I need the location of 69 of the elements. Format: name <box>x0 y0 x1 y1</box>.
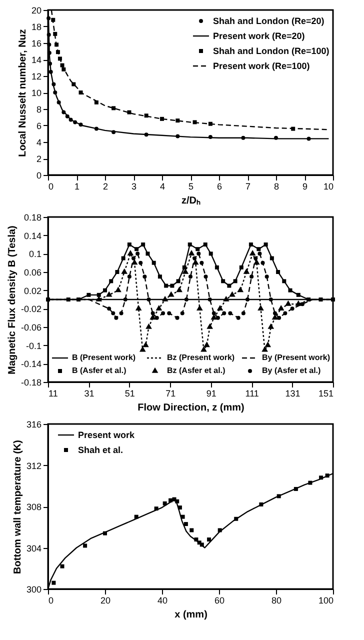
y-tick-label: 308 <box>26 502 42 512</box>
x-tick-label: 9 <box>302 182 308 192</box>
y-tick-label: 300 <box>26 584 42 594</box>
legend-label: Shah et al. <box>78 445 124 455</box>
x-tick-label: 6 <box>216 182 222 192</box>
legend-label: Present work (Re=100) <box>213 61 310 71</box>
y-tick-label: 312 <box>26 460 42 471</box>
legend-label: Shah and London (Re=100) <box>213 46 330 56</box>
y-tick-label: 0.1 <box>28 249 42 260</box>
x-tick-label: 51 <box>124 388 135 398</box>
x-tick-label: 3 <box>131 182 137 192</box>
legend-label: Present work <box>78 430 136 440</box>
x-tick-label: 10 <box>323 182 334 192</box>
legend-label: Bz (Asfer et al.) <box>167 366 226 375</box>
legend-label: Present work (Re=20) <box>213 31 305 41</box>
x-tick-label: 60 <box>214 596 225 606</box>
x-tick-label: 100 <box>318 596 334 606</box>
y-tick-label: -0.18 <box>20 378 42 388</box>
x-tick-label: 71 <box>166 388 176 398</box>
x-tick-label: 131 <box>285 388 300 398</box>
x-tick-label: 40 <box>157 596 168 606</box>
y-tick-label: 304 <box>26 543 42 554</box>
x-tick-label: 151 <box>318 388 334 398</box>
x-tick-label: 91 <box>206 388 216 398</box>
y-tick-label: 16 <box>31 38 42 48</box>
x-tick-label: 111 <box>245 388 259 398</box>
y-axis-title: Bottom wall temperature (K) <box>12 440 24 574</box>
y-tick-label: 10 <box>31 88 42 98</box>
x-tick-label: 80 <box>271 596 282 606</box>
legend-label: By (Asfer et al.) <box>262 366 322 375</box>
x-tick-label: 31 <box>84 388 94 398</box>
y-tick-label: 18 <box>31 22 42 32</box>
legend-label: Bz (Present work) <box>167 353 235 362</box>
x-tick-label: 7 <box>245 182 251 192</box>
y-axis-title: Magnetic Flux density B (Tesla) <box>6 226 18 374</box>
y-tick-label: 8 <box>36 104 42 114</box>
x-tick-label: 0 <box>48 182 54 192</box>
x-axis-title: z/Dₕ <box>182 196 200 206</box>
y-tick-label: 0.06 <box>24 268 42 278</box>
legend-label: Shah and London (Re=20) <box>213 16 324 26</box>
x-tick-label: 8 <box>274 182 280 192</box>
legend-label: B (Asfer et al.) <box>72 366 127 375</box>
y-tick-label: 14 <box>31 55 42 65</box>
x-tick-label: 1 <box>74 182 80 192</box>
legend-label: By (Present work) <box>262 353 330 362</box>
y-axis-title: Local Nusselt number, Nuz <box>17 29 28 157</box>
y-tick-label: 0.02 <box>24 286 42 296</box>
x-tick-label: 20 <box>100 596 111 606</box>
x-tick-label: 5 <box>188 182 194 192</box>
y-tick-label: 316 <box>26 420 42 430</box>
y-tick-label: 12 <box>31 72 42 82</box>
x-tick-label: 4 <box>160 182 166 192</box>
y-tick-label: -0.02 <box>20 304 42 314</box>
y-tick-label: 20 <box>31 6 42 16</box>
x-axis-title: Flow Direction, z (mm) <box>138 402 244 414</box>
y-tick-label: 4 <box>36 138 42 148</box>
y-tick-label: -0.06 <box>20 322 42 332</box>
x-tick-label: 0 <box>48 596 54 606</box>
y-tick-label: 0 <box>36 170 42 180</box>
legend-label: B (Present work) <box>72 353 136 362</box>
y-tick-label: -0.14 <box>20 359 42 370</box>
x-tick-label: 2 <box>102 182 108 192</box>
y-tick-label: 0.14 <box>24 230 42 241</box>
x-tick-label: 11 <box>48 388 58 398</box>
y-tick-label: -0.1 <box>26 340 42 351</box>
x-axis-title: x (mm) <box>174 610 208 620</box>
y-tick-label: 0.18 <box>24 212 42 222</box>
y-tick-label: 2 <box>36 154 42 164</box>
y-tick-label: 6 <box>36 121 42 131</box>
